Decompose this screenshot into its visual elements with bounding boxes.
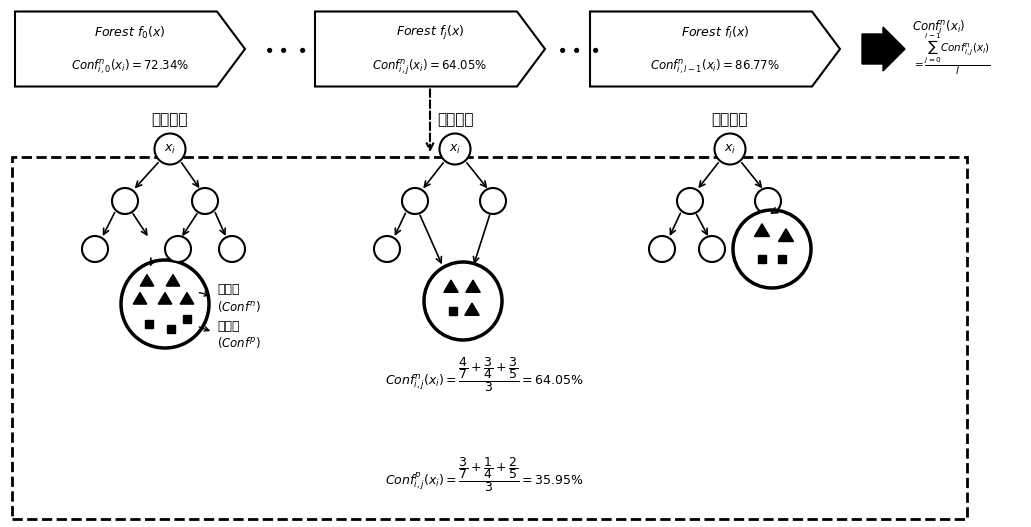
Text: $=\dfrac{\sum_{j=0}^{l-1}\mathit{Conf}^n_{i,j}(x_l)}{l}$: $=\dfrac{\sum_{j=0}^{l-1}\mathit{Conf}^n… [912,31,991,77]
Text: 第一棵树: 第一棵树 [152,112,189,127]
Text: $x_i$: $x_i$ [448,142,461,155]
Circle shape [112,188,138,214]
Text: $\mathit{Conf}^n_i(x_i)$: $\mathit{Conf}^n_i(x_i)$ [912,18,965,36]
Text: 第三棵树: 第三棵树 [711,112,749,127]
FancyArrow shape [862,27,905,71]
Text: 第二棵树: 第二棵树 [437,112,473,127]
Circle shape [219,236,245,262]
Text: $\mathit{Forest}\ f_0(x)$: $\mathit{Forest}\ f_0(x)$ [94,25,166,41]
Text: $x_i$: $x_i$ [724,142,736,155]
Circle shape [424,262,502,340]
Text: $x_i$: $x_i$ [164,142,176,155]
Circle shape [374,236,400,262]
Text: $(\mathit{Conf}^n)$: $(\mathit{Conf}^n)$ [217,298,261,314]
Polygon shape [778,229,794,241]
Bar [145,320,153,328]
Circle shape [192,188,218,214]
Circle shape [648,236,675,262]
Circle shape [402,188,428,214]
Polygon shape [590,12,840,86]
Circle shape [677,188,703,214]
Text: $\bullet\bullet\bullet$: $\bullet\bullet\bullet$ [557,40,600,58]
Polygon shape [133,292,146,304]
Polygon shape [158,292,172,304]
Text: $\mathit{Forest}\ f_j(x)$: $\mathit{Forest}\ f_j(x)$ [396,24,464,42]
Circle shape [439,133,470,164]
Bar [167,325,175,333]
Bar [182,315,191,323]
Text: $\bullet\bullet\bullet$: $\bullet\bullet\bullet$ [263,40,306,58]
Polygon shape [443,280,458,292]
Text: $\mathit{Conf}^n_{i,0}(x_i) = 72.34\%$: $\mathit{Conf}^n_{i,0}(x_i) = 72.34\%$ [71,57,190,76]
Text: 多数类: 多数类 [217,282,239,296]
Circle shape [82,236,108,262]
Bar [758,255,766,264]
Polygon shape [466,280,480,292]
Text: $\mathit{Conf}^n_{i,j}(x_i) = \dfrac{\dfrac{4}{7}+\dfrac{3}{4}+\dfrac{3}{5}}{3} : $\mathit{Conf}^n_{i,j}(x_i) = \dfrac{\df… [385,356,584,394]
Polygon shape [180,292,194,304]
Circle shape [699,236,725,262]
Text: 少数类: 少数类 [217,319,239,333]
Circle shape [733,210,811,288]
Polygon shape [315,12,545,86]
Polygon shape [465,303,479,315]
Circle shape [155,133,186,164]
Bar [448,307,458,315]
Bar [777,255,787,264]
Polygon shape [166,275,179,286]
Polygon shape [140,275,154,286]
Circle shape [480,188,506,214]
Text: $(\mathit{Conf}^p)$: $(\mathit{Conf}^p)$ [217,335,261,349]
Text: $\mathit{Conf}^n_{i,l-1}(x_i) = 86.77\%$: $\mathit{Conf}^n_{i,l-1}(x_i) = 86.77\%$ [651,57,779,76]
Polygon shape [755,224,769,237]
Bar [12,157,967,519]
Circle shape [165,236,191,262]
Circle shape [121,260,209,348]
Text: $\mathit{Conf}^n_{i,j}(x_i) = 64.05\%$: $\mathit{Conf}^n_{i,j}(x_i) = 64.05\%$ [372,57,488,77]
Text: $\mathit{Forest}\ f_l(x)$: $\mathit{Forest}\ f_l(x)$ [680,25,750,41]
Text: $\mathit{Conf}^p_{i,j}(x_i) = \dfrac{\dfrac{3}{7}+\dfrac{1}{4}+\dfrac{2}{5}}{3} : $\mathit{Conf}^p_{i,j}(x_i) = \dfrac{\df… [385,456,584,494]
Circle shape [714,133,745,164]
Polygon shape [15,12,245,86]
Circle shape [755,188,781,214]
